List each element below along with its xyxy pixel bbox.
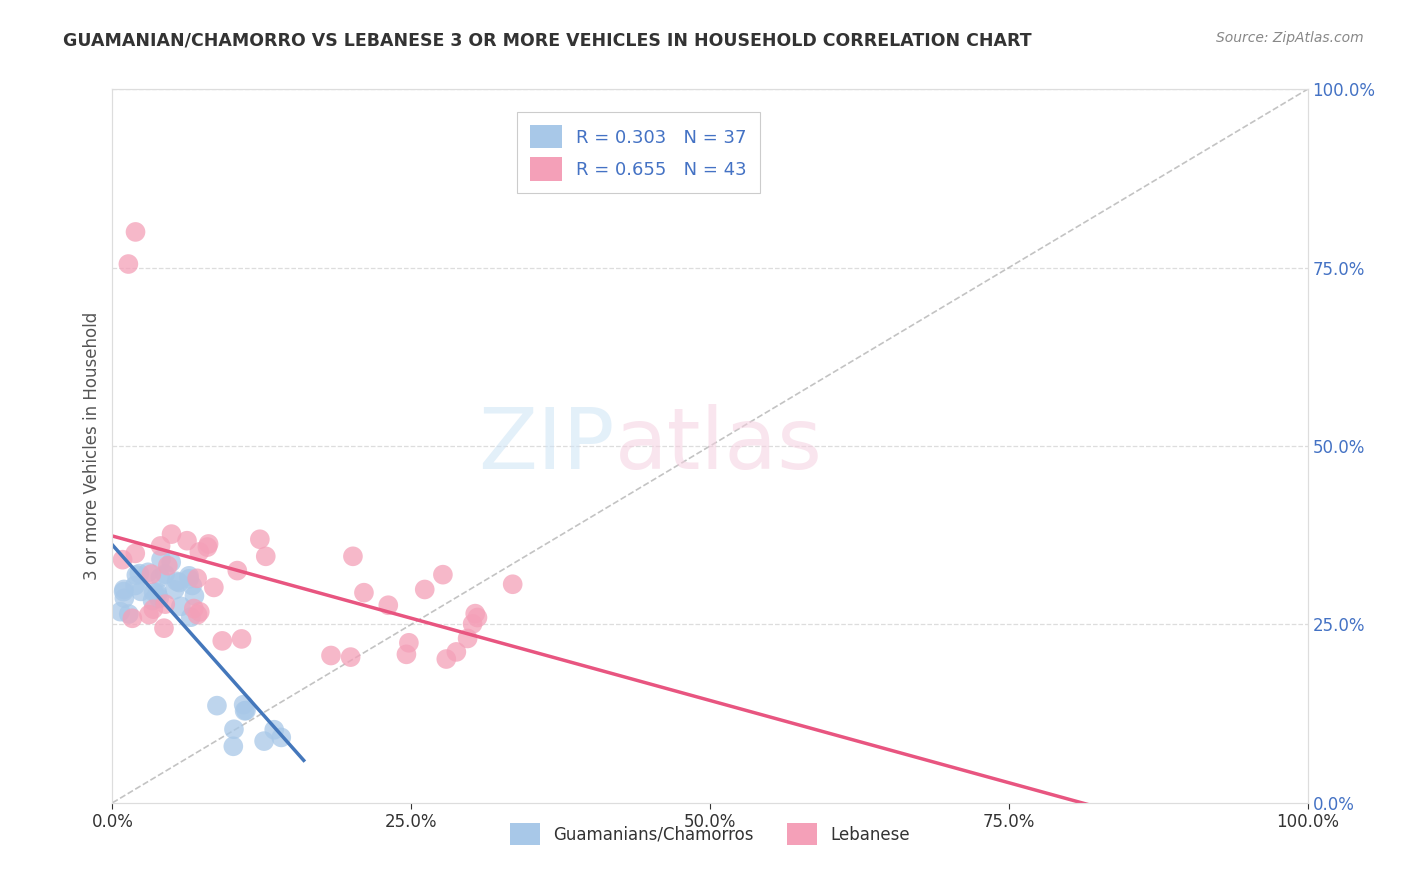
Point (183, 589, 205, 603)
Point (211, 633, 233, 648)
Point (136, 566, 159, 580)
Point (398, 636, 420, 650)
Point (121, 611, 143, 625)
Point (124, 578, 146, 592)
Text: Source: ZipAtlas.com: Source: ZipAtlas.com (1216, 31, 1364, 45)
Point (179, 572, 201, 586)
Point (263, 723, 285, 737)
Point (457, 632, 479, 646)
Point (124, 546, 146, 560)
Point (156, 558, 179, 573)
Point (464, 607, 486, 621)
Point (222, 739, 245, 754)
Point (180, 610, 202, 624)
Point (112, 584, 135, 599)
Point (434, 652, 457, 666)
Point (202, 581, 225, 595)
Point (377, 599, 399, 613)
Point (186, 571, 208, 585)
Point (467, 610, 489, 624)
Point (160, 555, 183, 569)
Point (149, 570, 172, 584)
Point (353, 585, 375, 599)
Point (155, 597, 177, 611)
Point (188, 545, 211, 559)
Point (270, 731, 292, 745)
Point (446, 645, 468, 659)
Point (232, 698, 254, 712)
Point (339, 650, 361, 665)
Point (112, 582, 135, 597)
Point (117, 257, 139, 271)
Point (146, 588, 169, 602)
Point (205, 698, 228, 713)
Point (183, 601, 205, 615)
Point (176, 533, 198, 548)
Point (249, 533, 271, 547)
Point (167, 575, 190, 590)
Point (226, 564, 249, 578)
Point (141, 567, 163, 582)
Point (166, 574, 188, 589)
Point (112, 591, 135, 606)
Point (233, 704, 256, 718)
Point (138, 607, 160, 622)
Text: ZIP: ZIP (478, 404, 614, 488)
Point (342, 549, 364, 564)
Point (197, 537, 219, 551)
Point (129, 584, 152, 599)
Point (118, 607, 141, 621)
Point (197, 540, 219, 554)
Point (181, 578, 204, 592)
Point (319, 648, 342, 663)
Text: GUAMANIAN/CHAMORRO VS LEBANESE 3 OR MORE VEHICLES IN HOUSEHOLD CORRELATION CHART: GUAMANIAN/CHAMORRO VS LEBANESE 3 OR MORE… (63, 31, 1032, 49)
Point (141, 593, 163, 607)
Point (153, 621, 176, 635)
Point (254, 549, 277, 564)
Point (502, 577, 524, 591)
Point (142, 585, 165, 599)
Point (188, 605, 211, 619)
Point (149, 539, 172, 553)
Point (170, 599, 193, 614)
Point (231, 632, 253, 646)
Point (413, 582, 436, 597)
Point (111, 552, 134, 566)
Point (128, 566, 150, 581)
Point (125, 568, 148, 582)
Legend: Guamanians/Chamorros, Lebanese: Guamanians/Chamorros, Lebanese (503, 817, 917, 852)
Point (146, 585, 169, 599)
Point (142, 602, 165, 616)
Point (461, 616, 484, 631)
Point (177, 569, 200, 583)
Point (160, 527, 183, 541)
Point (235, 703, 257, 717)
Point (124, 225, 146, 239)
Point (110, 605, 132, 619)
Point (432, 567, 454, 582)
Point (163, 582, 186, 597)
Point (253, 734, 276, 748)
Y-axis label: 3 or more Vehicles in Household: 3 or more Vehicles in Household (83, 312, 101, 580)
Point (395, 648, 418, 662)
Point (153, 567, 176, 582)
Point (186, 607, 208, 622)
Point (150, 552, 173, 566)
Point (148, 591, 170, 606)
Text: atlas: atlas (614, 404, 823, 488)
Point (222, 723, 245, 737)
